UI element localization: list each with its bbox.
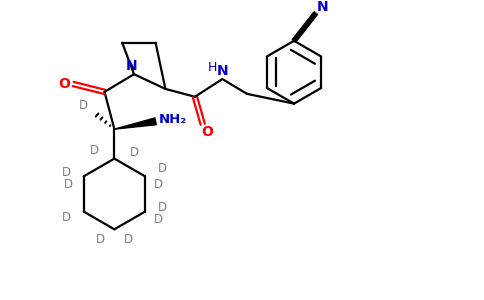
Text: D: D <box>96 232 105 246</box>
Text: D: D <box>158 201 167 214</box>
Text: D: D <box>90 144 99 157</box>
Text: D: D <box>158 162 167 175</box>
Text: N: N <box>317 0 328 14</box>
Text: D: D <box>154 178 163 190</box>
Text: D: D <box>129 146 138 159</box>
Text: N: N <box>216 64 228 78</box>
Text: D: D <box>78 99 88 112</box>
Text: N: N <box>126 59 138 73</box>
Text: D: D <box>61 211 71 224</box>
Text: O: O <box>202 125 213 139</box>
Text: O: O <box>59 77 70 91</box>
Text: D: D <box>63 178 73 190</box>
Text: H: H <box>208 61 217 74</box>
Text: D: D <box>61 166 71 179</box>
Text: D: D <box>154 213 163 226</box>
Polygon shape <box>114 118 156 129</box>
Text: D: D <box>123 232 133 246</box>
Text: NH₂: NH₂ <box>159 113 187 126</box>
